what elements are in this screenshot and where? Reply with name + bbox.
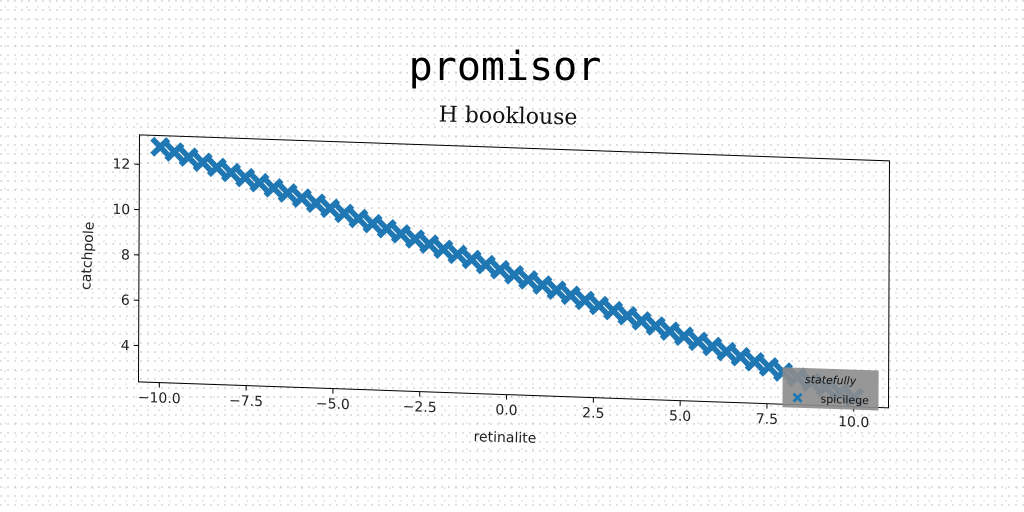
data-point	[419, 233, 440, 255]
data-point	[249, 172, 270, 193]
data-point	[320, 198, 341, 219]
data-point	[348, 208, 369, 229]
data-point	[178, 146, 199, 168]
data-series	[150, 136, 864, 408]
x-tick-label: 5.0	[669, 408, 691, 425]
data-point	[277, 182, 298, 204]
data-point	[433, 239, 454, 260]
data-point	[631, 310, 652, 332]
x-axis-label: retinalite	[473, 429, 536, 447]
x-tick-label: 10.0	[838, 414, 869, 431]
x-tick-label: −2.5	[403, 399, 437, 416]
data-point	[461, 249, 482, 270]
data-point	[589, 295, 610, 316]
y-tick-label: 12	[113, 156, 131, 173]
data-point	[758, 356, 779, 378]
legend-title: statefully	[805, 373, 857, 388]
y-axis: 4 6 8 10 12	[112, 156, 140, 354]
x-tick-label: −10.0	[138, 390, 181, 407]
y-tick-label: 10	[112, 202, 130, 219]
y-tick-label: 6	[121, 293, 130, 309]
x-tick-label: −7.5	[229, 393, 263, 410]
data-point	[376, 218, 397, 239]
data-point	[716, 341, 737, 362]
legend-box	[782, 367, 879, 411]
data-point	[334, 203, 355, 224]
data-point	[164, 141, 185, 163]
data-point	[603, 300, 624, 321]
x-tick-label: −5.0	[316, 396, 350, 413]
data-point	[730, 346, 751, 367]
data-point	[150, 136, 171, 158]
chart-subtitle: H booklouse	[438, 103, 577, 131]
data-point	[659, 320, 680, 342]
data-point	[305, 192, 326, 214]
data-point	[532, 274, 553, 296]
x-axis: −10.0 −7.5 −5.0 −2.5 0.0 2.5 5.0 7.5 10.0	[138, 382, 869, 431]
data-point	[560, 285, 581, 306]
legend-marker	[792, 392, 803, 403]
data-point	[405, 228, 426, 250]
x-tick-label: 0.0	[495, 402, 517, 419]
data-point	[744, 351, 765, 373]
data-point	[235, 167, 256, 188]
data-point	[475, 254, 496, 275]
y-tick-label: 8	[121, 247, 130, 263]
data-point	[702, 336, 723, 357]
data-point	[546, 279, 567, 301]
y-axis-label: catchpole	[78, 221, 98, 290]
data-point	[192, 152, 213, 173]
axes-frame	[137, 134, 890, 409]
data-point	[221, 162, 242, 183]
plot-area: −10.0 −7.5 −5.0 −2.5 0.0 2.5 5.0 7.5 10.0 4 6 8 10 1…	[112, 134, 890, 431]
data-point	[518, 269, 539, 291]
y-tick-label: 4	[121, 338, 130, 354]
data-point	[206, 157, 227, 178]
data-point	[504, 264, 525, 286]
chart-title: promisor	[409, 44, 602, 90]
data-point	[673, 326, 694, 347]
legend-label: spicilege	[820, 393, 869, 408]
data-point	[263, 177, 284, 199]
data-point	[390, 223, 411, 245]
x-tick-label: 2.5	[582, 405, 604, 422]
legend: statefully spicilege	[782, 367, 879, 411]
x-tick-label: 7.5	[756, 411, 778, 428]
data-point	[362, 213, 383, 234]
data-point	[688, 331, 709, 352]
data-point	[291, 187, 312, 209]
data-point	[489, 259, 510, 280]
data-point	[574, 290, 595, 311]
data-point	[447, 244, 468, 265]
data-point	[645, 315, 666, 337]
data-point	[617, 305, 638, 326]
